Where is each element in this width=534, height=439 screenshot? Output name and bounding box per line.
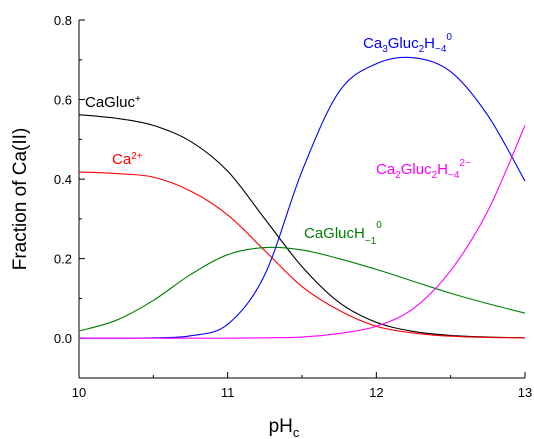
y-tick-label: 0.2 [54,252,72,267]
series-lines [78,56,526,339]
label-caglucH-1: CaGlucH−10 [304,220,382,247]
series-line-2 [78,246,526,332]
series-line-4 [79,125,526,339]
axis-ticks: 10 11 12 13 0.0 0.2 0.4 0.6 0.8 [54,13,532,400]
y-axis-title: Fraction of Ca(II) [10,128,31,271]
label-ca2plus: Ca2+ [112,151,143,169]
label-ca3gluc2H-4: Ca3Gluc2H−40 [363,32,452,55]
series-line-0 [78,114,526,339]
series-line-1 [78,171,526,339]
x-tick-label: 10 [72,385,86,400]
series-line-3 [78,56,526,339]
x-tick-label: 12 [369,385,383,400]
y-tick-label: 0.0 [54,331,72,346]
y-tick-label: 0.8 [54,13,72,28]
y-tick-label: 0.6 [54,93,72,108]
label-cagluc: CaGluc+ [85,94,141,112]
x-tick-label: 11 [221,385,235,400]
x-axis-title: pHc [269,416,300,439]
label-ca2gluc2H-4: Ca2Gluc2H−42− [376,158,471,181]
x-tick-label: 13 [518,385,532,400]
y-tick-label: 0.4 [54,172,72,187]
